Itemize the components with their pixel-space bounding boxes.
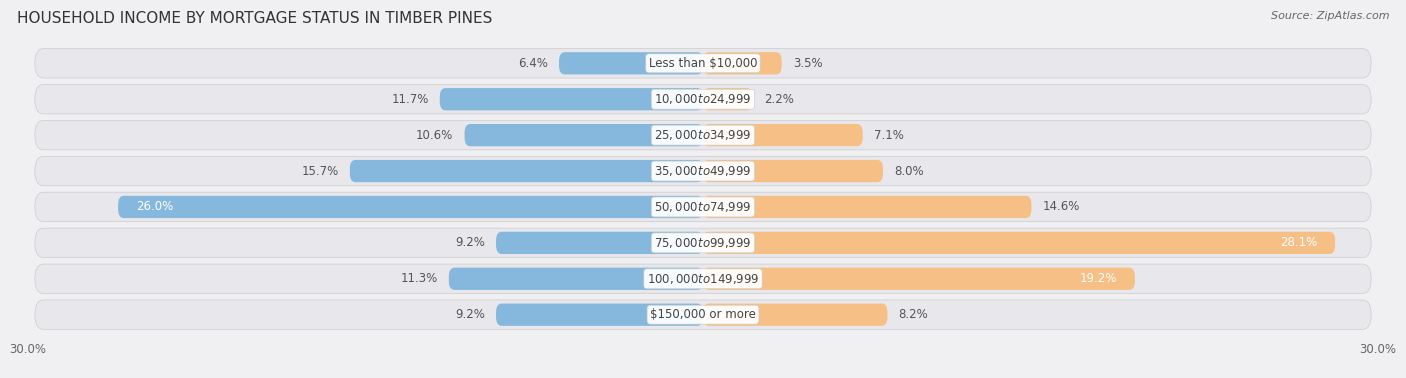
FancyBboxPatch shape <box>703 160 883 182</box>
FancyBboxPatch shape <box>464 124 703 146</box>
Text: Source: ZipAtlas.com: Source: ZipAtlas.com <box>1271 11 1389 21</box>
FancyBboxPatch shape <box>118 196 703 218</box>
Text: $150,000 or more: $150,000 or more <box>650 308 756 321</box>
FancyBboxPatch shape <box>35 192 1371 222</box>
Text: 6.4%: 6.4% <box>517 57 548 70</box>
FancyBboxPatch shape <box>35 264 1371 293</box>
FancyBboxPatch shape <box>35 121 1371 150</box>
FancyBboxPatch shape <box>496 304 703 326</box>
Text: 8.2%: 8.2% <box>898 308 928 321</box>
FancyBboxPatch shape <box>703 124 863 146</box>
Text: 15.7%: 15.7% <box>301 164 339 178</box>
Text: $25,000 to $34,999: $25,000 to $34,999 <box>654 128 752 142</box>
Legend: Without Mortgage, With Mortgage: Without Mortgage, With Mortgage <box>572 373 834 378</box>
Text: 19.2%: 19.2% <box>1080 272 1116 285</box>
FancyBboxPatch shape <box>496 232 703 254</box>
Text: 9.2%: 9.2% <box>456 308 485 321</box>
Text: 10.6%: 10.6% <box>416 129 453 142</box>
Text: $35,000 to $49,999: $35,000 to $49,999 <box>654 164 752 178</box>
FancyBboxPatch shape <box>703 304 887 326</box>
FancyBboxPatch shape <box>449 268 703 290</box>
Text: 7.1%: 7.1% <box>875 129 904 142</box>
Text: 8.0%: 8.0% <box>894 164 924 178</box>
FancyBboxPatch shape <box>35 85 1371 114</box>
FancyBboxPatch shape <box>703 52 782 74</box>
FancyBboxPatch shape <box>703 268 1135 290</box>
Text: 26.0%: 26.0% <box>136 200 173 214</box>
Text: 14.6%: 14.6% <box>1043 200 1080 214</box>
FancyBboxPatch shape <box>560 52 703 74</box>
FancyBboxPatch shape <box>350 160 703 182</box>
FancyBboxPatch shape <box>703 88 752 110</box>
Text: $10,000 to $24,999: $10,000 to $24,999 <box>654 92 752 106</box>
FancyBboxPatch shape <box>35 228 1371 257</box>
Text: 11.3%: 11.3% <box>401 272 437 285</box>
FancyBboxPatch shape <box>703 196 1032 218</box>
FancyBboxPatch shape <box>35 49 1371 78</box>
Text: $75,000 to $99,999: $75,000 to $99,999 <box>654 236 752 250</box>
FancyBboxPatch shape <box>35 156 1371 186</box>
Text: 3.5%: 3.5% <box>793 57 823 70</box>
FancyBboxPatch shape <box>440 88 703 110</box>
Text: Less than $10,000: Less than $10,000 <box>648 57 758 70</box>
FancyBboxPatch shape <box>703 232 1336 254</box>
Text: $50,000 to $74,999: $50,000 to $74,999 <box>654 200 752 214</box>
Text: 28.1%: 28.1% <box>1279 236 1317 249</box>
Text: HOUSEHOLD INCOME BY MORTGAGE STATUS IN TIMBER PINES: HOUSEHOLD INCOME BY MORTGAGE STATUS IN T… <box>17 11 492 26</box>
Text: $100,000 to $149,999: $100,000 to $149,999 <box>647 272 759 286</box>
FancyBboxPatch shape <box>35 300 1371 329</box>
Text: 11.7%: 11.7% <box>391 93 429 106</box>
Text: 2.2%: 2.2% <box>763 93 793 106</box>
Text: 9.2%: 9.2% <box>456 236 485 249</box>
